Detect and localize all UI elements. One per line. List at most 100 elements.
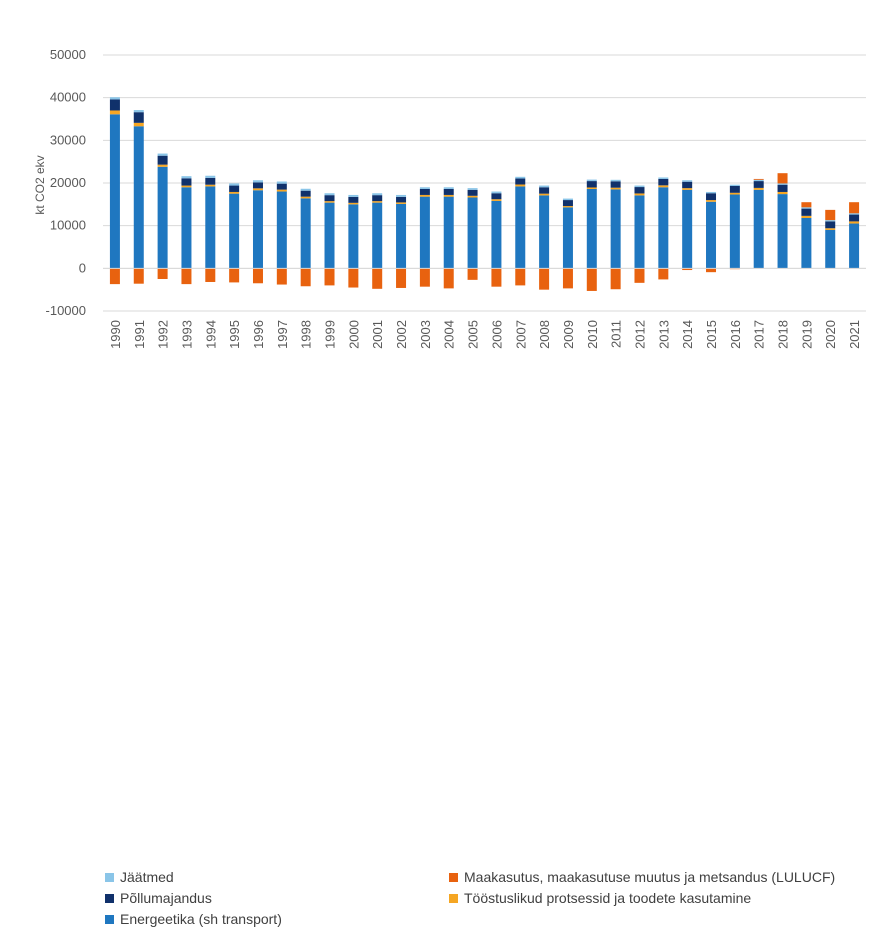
y-axis-label: kt CO2 ekv xyxy=(33,155,47,214)
y-tick-label: 20000 xyxy=(50,175,86,190)
bar-waste xyxy=(229,183,240,186)
bar-energy xyxy=(372,202,383,269)
bar-lulucf xyxy=(491,268,502,287)
bar-lulucf xyxy=(229,268,240,283)
bar-industry xyxy=(729,192,740,195)
bar-energy xyxy=(515,186,526,269)
bar-industry xyxy=(396,202,407,204)
bar-lulucf xyxy=(849,202,860,214)
y-tick-label: 10000 xyxy=(50,218,86,233)
bar-lulucf xyxy=(682,268,693,271)
legend-item-lulucf: Maakasutus, maakasutuse muutus ja metsan… xyxy=(449,869,835,885)
bar-agriculture xyxy=(396,196,407,203)
bar-waste xyxy=(801,207,812,209)
bar-energy xyxy=(753,189,764,269)
bar-waste xyxy=(419,187,430,189)
bar-lulucf xyxy=(252,268,263,284)
bar-waste xyxy=(682,180,693,182)
bar-waste xyxy=(181,176,192,179)
bar-lulucf xyxy=(539,268,550,290)
bar-industry xyxy=(849,221,860,224)
bar-agriculture xyxy=(419,188,430,195)
legend-item-agriculture: Põllumajandus xyxy=(105,890,212,906)
legend-label-agriculture: Põllumajandus xyxy=(120,890,212,906)
bar-waste xyxy=(777,183,788,185)
bar-lulucf xyxy=(586,268,597,291)
bar-industry xyxy=(229,191,240,194)
x-tick-label: 2009 xyxy=(561,320,576,349)
bar-energy xyxy=(849,223,860,269)
bar-agriculture xyxy=(634,187,645,194)
bar-industry xyxy=(324,201,335,203)
bar-waste xyxy=(372,193,383,196)
chart-container: -10000 0 10000 20000 30000 40000 50000 1990 1991… xyxy=(33,47,866,927)
bar-industry xyxy=(252,188,263,191)
bar-waste xyxy=(205,175,216,178)
bar-lulucf xyxy=(610,268,621,290)
bar-waste xyxy=(109,97,120,100)
bar-industry xyxy=(753,187,764,190)
bar-agriculture xyxy=(515,178,526,185)
bar-energy xyxy=(825,229,836,269)
bar-waste xyxy=(348,194,359,197)
x-tick-label: 2012 xyxy=(632,320,647,349)
bar-lulucf xyxy=(515,268,526,286)
bar-industry xyxy=(682,188,693,190)
bar-waste xyxy=(539,185,550,188)
x-tick-label: 1995 xyxy=(227,320,242,349)
bar-waste xyxy=(586,179,597,182)
legend-label-industry: Tööstuslikud protsessid ja toodete kasut… xyxy=(464,890,752,906)
bar-industry xyxy=(562,206,573,208)
bar-lulucf xyxy=(396,268,407,288)
x-tick-label: 2004 xyxy=(442,320,457,349)
bar-industry xyxy=(348,202,359,205)
bar-agriculture xyxy=(324,195,335,202)
x-tick-label: 1993 xyxy=(179,320,194,349)
legend-label-energy: Energeetika (sh transport) xyxy=(120,911,282,927)
bar-agriculture xyxy=(586,181,597,188)
bar-lulucf xyxy=(658,268,669,280)
bar-lulucf xyxy=(753,178,764,180)
bar-waste xyxy=(825,220,836,222)
bar-waste xyxy=(706,191,717,194)
bar-agriculture xyxy=(539,187,550,194)
x-tick-label: 2006 xyxy=(489,320,504,349)
x-tick-label: 2000 xyxy=(346,320,361,349)
y-tick-label: 0 xyxy=(79,260,86,275)
bar-agriculture xyxy=(443,188,454,195)
bar-energy xyxy=(801,217,812,269)
axes: -10000 0 10000 20000 30000 40000 50000 1990 1991… xyxy=(46,47,866,349)
bar-lulucf xyxy=(300,268,311,287)
bar-agriculture xyxy=(610,181,621,188)
bar-agriculture xyxy=(682,181,693,189)
bar-waste xyxy=(300,188,311,191)
bar-energy xyxy=(229,193,240,269)
y-tick-label: 50000 xyxy=(50,47,86,62)
bar-energy xyxy=(729,194,740,269)
bar-waste xyxy=(252,180,263,183)
stacked-bar-chart: -10000 0 10000 20000 30000 40000 50000 1990 1991… xyxy=(33,47,866,349)
bar-agriculture xyxy=(109,99,120,111)
bar-energy xyxy=(562,207,573,269)
bar-waste xyxy=(634,185,645,188)
x-tick-label: 2002 xyxy=(394,320,409,349)
bar-lulucf xyxy=(706,268,717,273)
bar-lulucf xyxy=(276,268,287,285)
bar-industry xyxy=(467,195,478,198)
x-tick-label: 2005 xyxy=(466,320,481,349)
bar-industry xyxy=(491,199,502,201)
bar-agriculture xyxy=(801,208,812,216)
x-tick-label: 2008 xyxy=(537,320,552,349)
bar-waste xyxy=(396,194,407,197)
bar-energy xyxy=(443,196,454,269)
bar-energy xyxy=(610,189,621,269)
legend-item-industry: Tööstuslikud protsessid ja toodete kasut… xyxy=(449,890,751,906)
y-tick-label: 30000 xyxy=(50,132,86,147)
y-tick-label: -10000 xyxy=(46,303,86,318)
x-tick-label: 2019 xyxy=(799,320,814,349)
bar-waste xyxy=(324,193,335,196)
bar-agriculture xyxy=(276,183,287,190)
bar-lulucf xyxy=(205,268,216,282)
x-tick-label: 2011 xyxy=(609,320,624,348)
bars xyxy=(109,97,860,291)
